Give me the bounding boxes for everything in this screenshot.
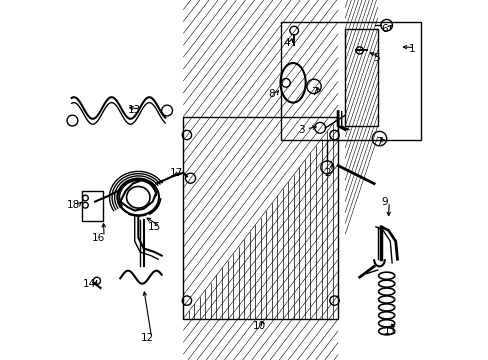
- Text: 10: 10: [252, 321, 265, 331]
- Text: 12: 12: [141, 333, 154, 343]
- Bar: [183, 117, 337, 319]
- Text: 14: 14: [83, 279, 96, 289]
- Bar: [345, 29, 377, 126]
- Bar: [81, 191, 103, 221]
- Text: 7: 7: [311, 87, 317, 97]
- Text: 13: 13: [128, 105, 141, 115]
- Text: 4: 4: [283, 38, 290, 48]
- Text: 8: 8: [267, 89, 274, 99]
- Text: 5: 5: [373, 53, 380, 63]
- Text: 11: 11: [383, 326, 396, 336]
- Text: 16: 16: [92, 233, 105, 243]
- Text: 18: 18: [67, 200, 80, 210]
- Text: 1: 1: [408, 44, 414, 54]
- Bar: [280, 22, 420, 140]
- Text: 17: 17: [169, 168, 183, 178]
- Text: 2: 2: [324, 168, 330, 178]
- Text: 9: 9: [381, 197, 387, 207]
- Text: 7: 7: [375, 137, 382, 147]
- Text: 3: 3: [298, 125, 304, 135]
- Text: 6: 6: [381, 24, 387, 34]
- Text: 15: 15: [147, 222, 161, 232]
